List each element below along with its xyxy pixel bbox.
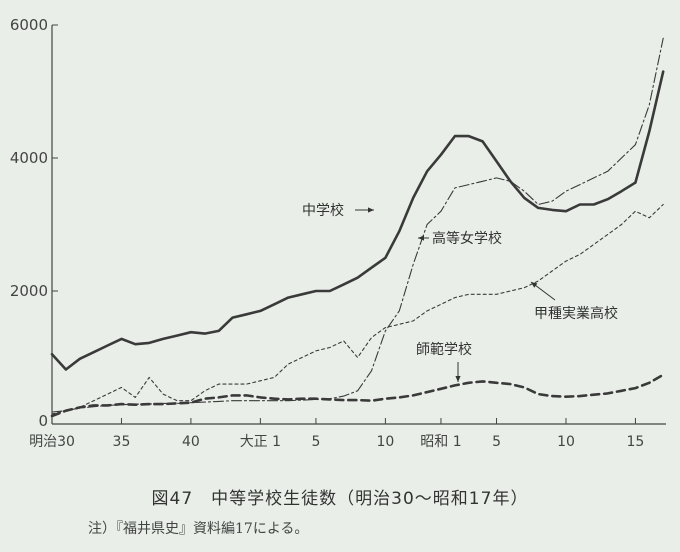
figure-note: 注）『福井県史』資料編17による。 <box>88 521 309 537</box>
arrow-head-icon <box>531 282 538 288</box>
y-tick-label: 4000 <box>10 149 48 167</box>
series-label-koshu-jitsugyo: 甲種実業高校 <box>534 305 618 322</box>
axes: 0 2000 4000 6000 明治30 35 40 大正 1 5 10 昭和 1 5 10 15 <box>10 16 666 450</box>
x-tick-label: 35 <box>113 434 131 450</box>
x-tick-label: 10 <box>557 434 575 450</box>
series-line-shihan <box>50 373 665 418</box>
series-label-shihan: 師範学校 <box>416 341 472 358</box>
x-tick-label: 昭和 1 <box>420 434 461 450</box>
x-tick-label: 15 <box>627 434 645 450</box>
arrow-head-icon <box>368 207 374 213</box>
series-label-chugakko: 中学校 <box>302 202 344 219</box>
arrow-head-icon <box>455 376 461 382</box>
x-tick-label: 明治30 <box>29 434 75 450</box>
y-tick-label: 0 <box>38 412 48 430</box>
series-line-chugakko <box>50 70 665 371</box>
y-tick-label: 2000 <box>10 282 48 300</box>
series-label-koto-jogakko: 高等女学校 <box>432 230 502 247</box>
x-tick-label: 40 <box>182 434 200 450</box>
chart: 0 2000 4000 6000 明治30 35 40 大正 1 5 10 昭和 1 5 10 15 中学… <box>10 16 666 450</box>
arrow-head-icon <box>418 235 424 241</box>
x-tick-label: 10 <box>376 434 394 450</box>
series-points-koto-jogakko <box>51 38 664 413</box>
series-points-shihan <box>51 374 664 417</box>
series-points-chugakko <box>51 71 664 370</box>
x-tick-label: 大正 1 <box>240 434 281 450</box>
figure-caption: 図47 中等学校生徒数（明治30〜昭和17年） <box>151 489 529 509</box>
x-tick-label: 5 <box>311 434 320 450</box>
y-tick-label: 6000 <box>10 16 48 34</box>
x-tick-label: 5 <box>492 434 501 450</box>
series-group <box>50 37 665 418</box>
series-line-koto-jogakko <box>51 37 664 413</box>
